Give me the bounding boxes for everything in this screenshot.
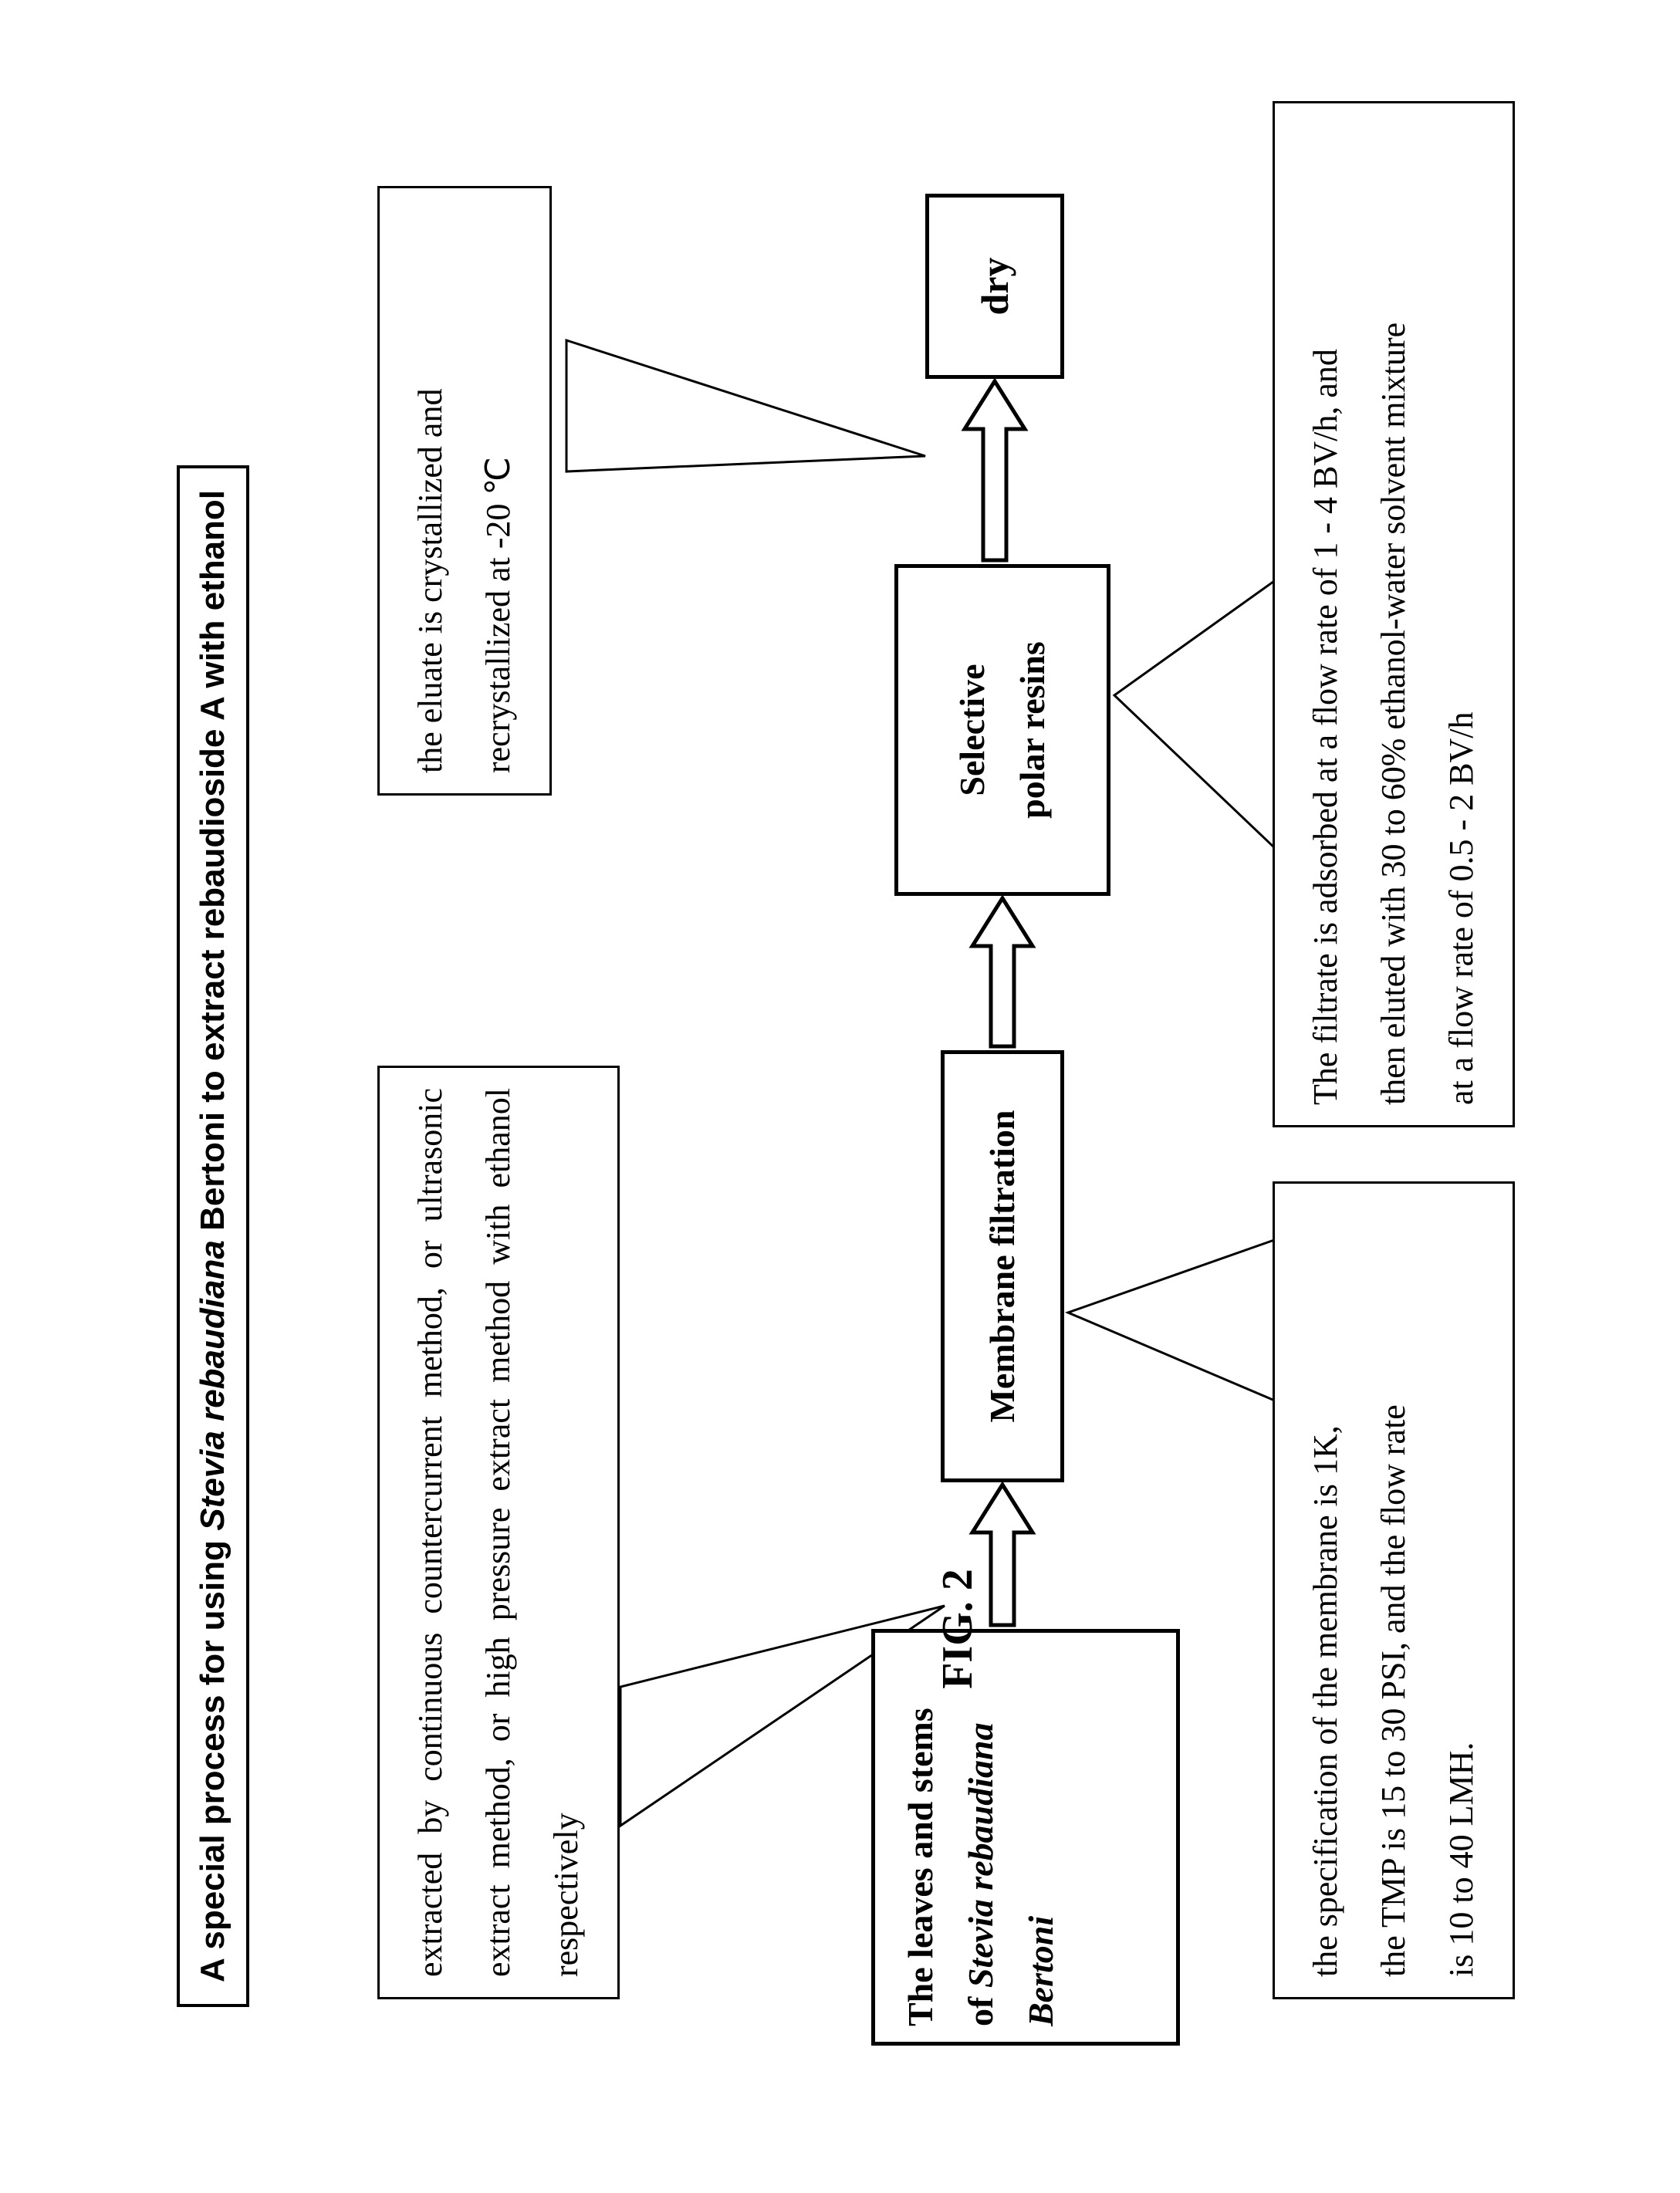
diagram-canvas: A special process for using Stevia rebau… [107, 93, 1574, 2100]
leaves-l2-prefix: of [961, 1988, 1000, 2026]
flow-arrow-2 [970, 896, 1035, 1046]
callout-filtrate: The filtrate is adsorbed at a flow rate … [1273, 101, 1515, 1127]
callout-crystallize-l2: recrystallized at -20 ℃ [465, 208, 532, 773]
leaves-l1: The leaves and stems [891, 1708, 951, 2026]
callout-crystallize-l1: the eluate is crystallized and [397, 208, 465, 773]
leaves-l3: Bertoni [1011, 1916, 1071, 2026]
callout-extract-text: extracted by continuous countercurrent m… [411, 1088, 585, 1977]
leaves-l2-ital: Stevia rebaudiana [961, 1722, 1000, 1988]
leaves-l1-text: The leaves and stems [901, 1708, 940, 2026]
callout-filtrate-l2: then eluted with 30 to 60% ethanol-water… [1360, 123, 1428, 1105]
flow-node-resins: Selective polar resins [894, 564, 1110, 896]
callout-extract-method: extracted by continuous countercurrent m… [377, 1066, 620, 1999]
flow-node-dry: dry [925, 194, 1064, 379]
resins-l1: Selective [941, 664, 1002, 796]
membrane-text: Membrane filtration [972, 1110, 1032, 1423]
resins-l2: polar resins [1002, 641, 1063, 819]
flow-arrow-3 [962, 379, 1027, 560]
leaves-l2: of Stevia rebaudiana [951, 1722, 1011, 2026]
flow-node-membrane: Membrane filtration [941, 1050, 1064, 1482]
callout-filtrate-l1: The filtrate is adsorbed at a flow rate … [1292, 123, 1360, 1105]
figure-caption: FIG. 2 [933, 1569, 1680, 1689]
flow-node-leaves: The leaves and stems of Stevia rebaudian… [871, 1629, 1180, 2046]
figure-caption-text: FIG. 2 [934, 1569, 982, 1689]
callout-filtrate-l3: at a flow rate of 0.5 - 2 BV/h [1428, 123, 1496, 1105]
dry-text: dry [962, 258, 1027, 316]
callout-crystallize: the eluate is crystallized and recrystal… [377, 186, 552, 796]
